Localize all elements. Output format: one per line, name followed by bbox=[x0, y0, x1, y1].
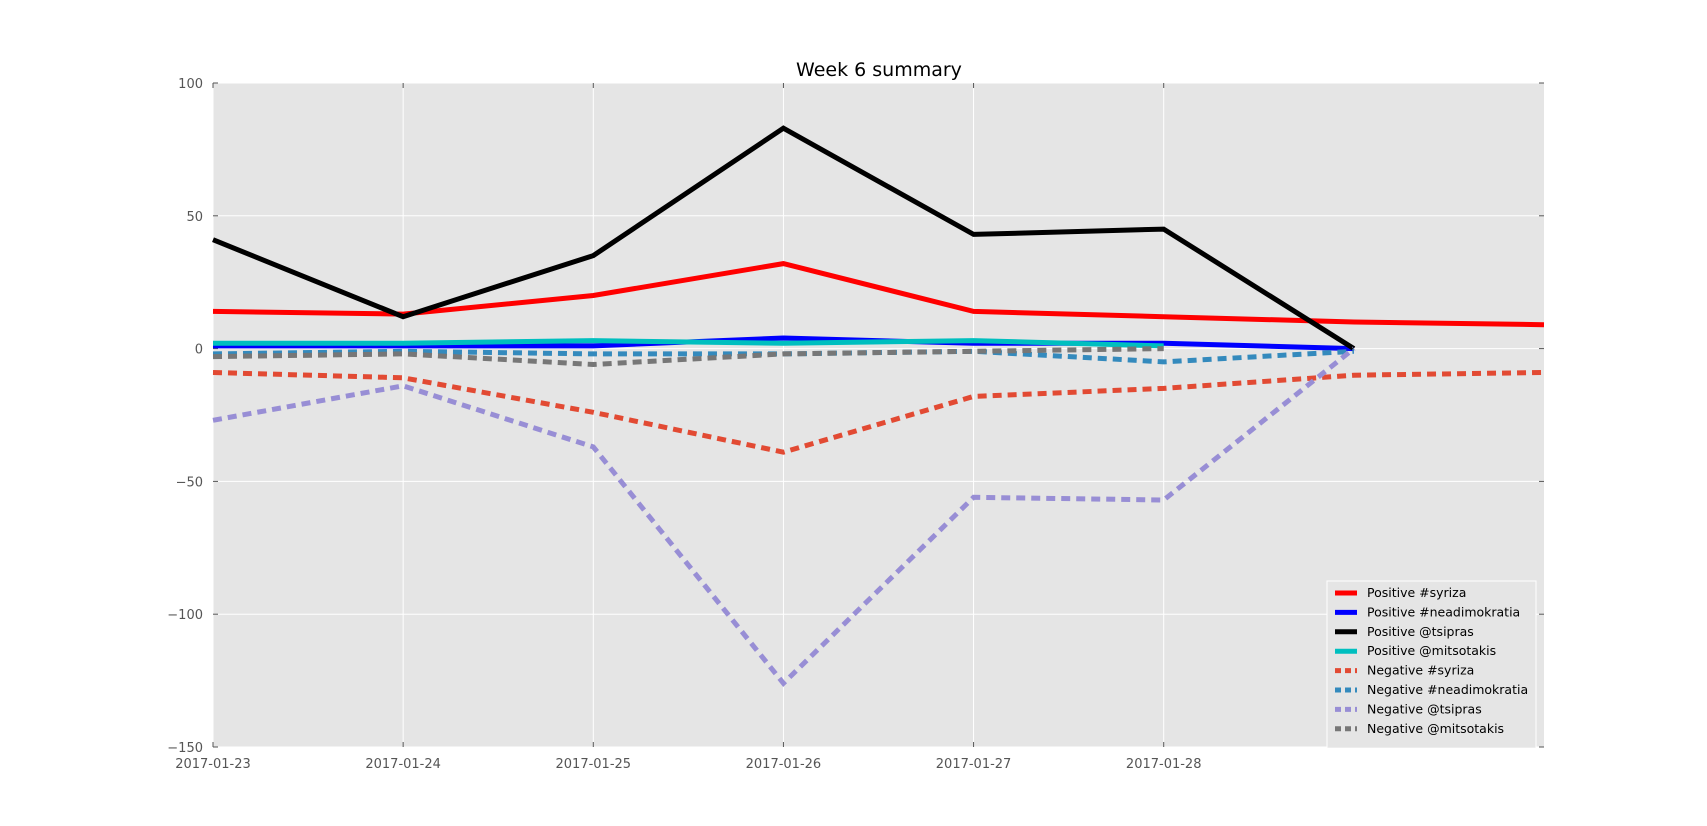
legend-label: Negative @tsipras bbox=[1367, 701, 1482, 716]
legend-label: Positive #syriza bbox=[1367, 585, 1466, 600]
y-tick-label: 50 bbox=[186, 210, 203, 225]
legend: Positive #syriza Positive #neadimokratia P… bbox=[1326, 580, 1537, 749]
y-tick-label: 100 bbox=[178, 77, 203, 92]
series-line bbox=[212, 346, 1356, 688]
y-tick-label: −150 bbox=[167, 741, 203, 756]
legend-box bbox=[1326, 580, 1537, 749]
series-lines bbox=[212, 125, 1545, 688]
series-line bbox=[212, 261, 1545, 328]
x-tick-label: 2017-01-26 bbox=[746, 757, 822, 772]
legend-label: Negative #neadimokratia bbox=[1367, 682, 1528, 697]
series-line bbox=[213, 338, 1164, 349]
legend-label: Positive @tsipras bbox=[1367, 624, 1474, 639]
legend-label: Positive @mitsotakis bbox=[1367, 643, 1496, 658]
x-tick-label: 2017-01-27 bbox=[936, 757, 1012, 772]
chart-title: Week 6 summary bbox=[796, 59, 962, 81]
axis-tick-labels: 2017-01-23 2017-01-24 2017-01-25 2017-01-26… bbox=[167, 77, 1201, 772]
legend-label: Positive #neadimokratia bbox=[1367, 604, 1520, 619]
series-line bbox=[213, 335, 1354, 352]
y-tick-label: −50 bbox=[176, 475, 203, 490]
x-tick-label: 2017-01-24 bbox=[365, 757, 441, 772]
series-line bbox=[212, 370, 1545, 455]
series-line bbox=[212, 125, 1356, 351]
x-tick-label: 2017-01-25 bbox=[556, 757, 632, 772]
plot-background bbox=[213, 83, 1544, 747]
grid-lines bbox=[212, 82, 1544, 748]
x-tick-label: 2017-01-28 bbox=[1126, 757, 1202, 772]
axis-ticks bbox=[212, 82, 1544, 748]
series-line bbox=[212, 346, 1164, 368]
legend-label: Negative @mitsotakis bbox=[1367, 721, 1504, 736]
legend-label: Negative #syriza bbox=[1367, 663, 1474, 678]
x-tick-label: 2017-01-23 bbox=[175, 757, 251, 772]
y-tick-label: 0 bbox=[195, 343, 203, 358]
y-tick-label: −100 bbox=[167, 608, 203, 623]
